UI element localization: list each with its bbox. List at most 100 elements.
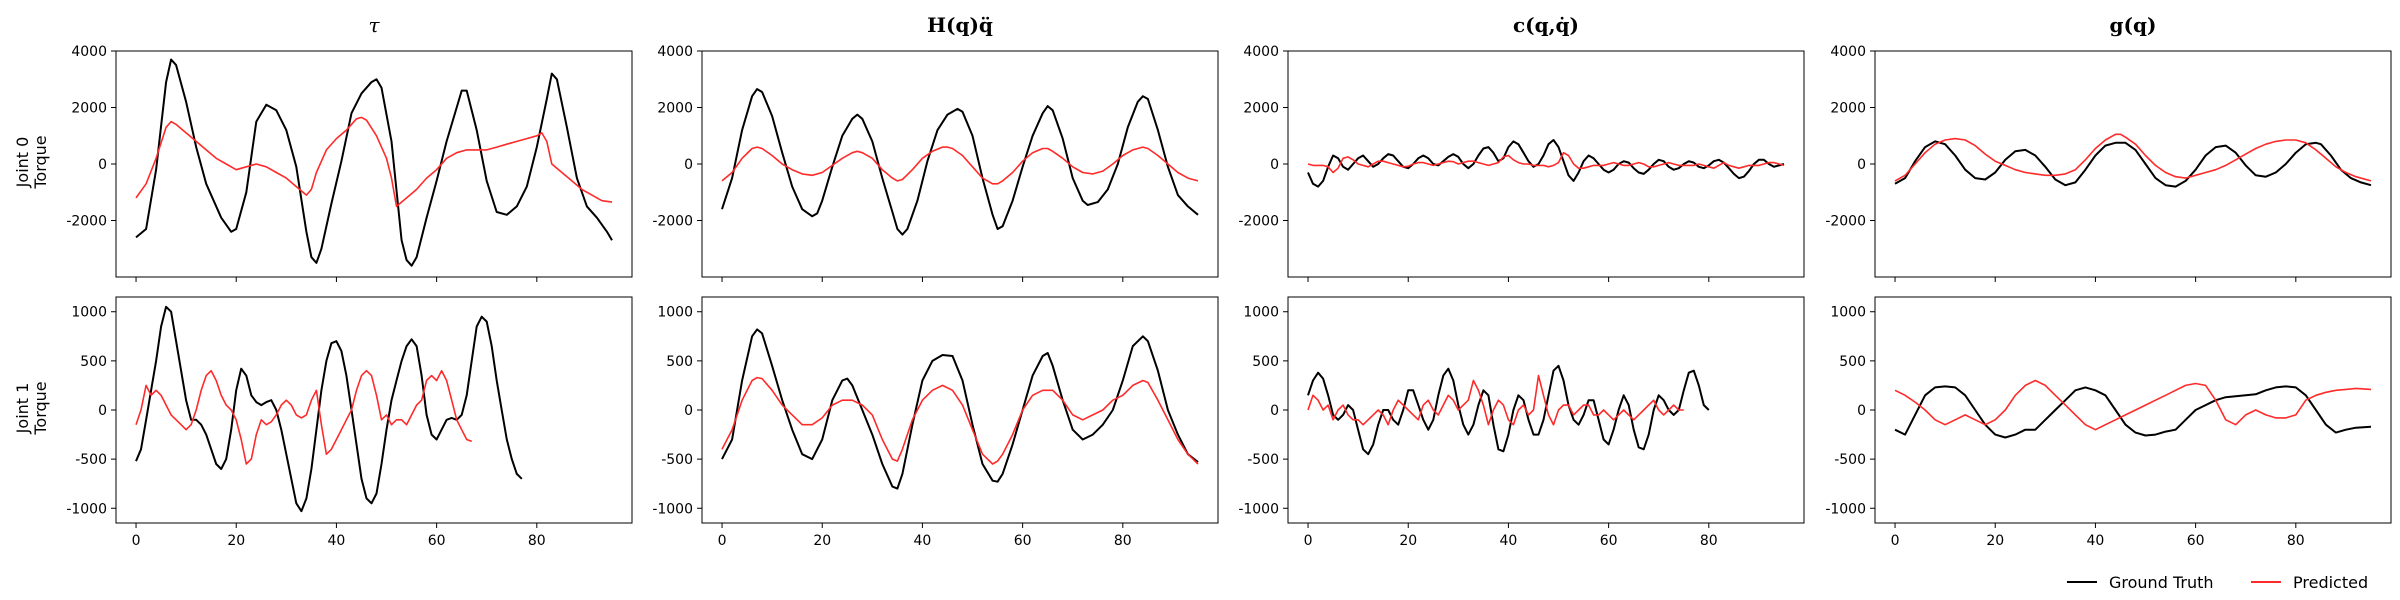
series-predicted-line	[135, 116, 613, 208]
panel-1-2: -1000 -500 0 500 1000 0 20 40 60 80	[1238, 296, 1805, 549]
y-tick-label: 2000	[71, 101, 107, 117]
y-tick-label: 2000	[1243, 101, 1279, 117]
panel-frame	[701, 50, 1219, 278]
series-predicted-line	[1307, 374, 1684, 426]
y-tick-label: 0	[684, 403, 693, 419]
y-tick-label: 500	[1252, 354, 1279, 370]
y-tick-label: -2000	[652, 214, 693, 230]
legend-label-ground-truth: Ground Truth	[2109, 573, 2214, 592]
y-tick-label: -500	[661, 452, 693, 468]
y-tick-label: -1000	[1238, 501, 1279, 517]
y-tick-label: -500	[75, 452, 107, 468]
y-tick-label: -2000	[1825, 214, 1866, 230]
series-ground-truth-line	[1307, 139, 1785, 188]
x-tick-label: 20	[1399, 533, 1417, 549]
x-tick-label: 20	[1986, 533, 2004, 549]
x-tick-label: 60	[1014, 533, 1032, 549]
y-tick-label: 1000	[1830, 305, 1866, 321]
panel-frame	[701, 296, 1219, 524]
y-tick-label: 1000	[1243, 305, 1279, 321]
y-tick-label: -1000	[66, 501, 107, 517]
panel-frame	[115, 296, 633, 524]
y-tick-label: -1000	[1825, 501, 1866, 517]
row-label-joint-1-line1: Joint 1	[13, 383, 32, 435]
panel-frame	[1874, 50, 2392, 278]
y-tick-label: 0	[1857, 403, 1866, 419]
x-tick-label: 80	[528, 533, 546, 549]
y-tick-label: 4000	[657, 44, 693, 60]
x-tick-label: 20	[813, 533, 831, 549]
y-tick-label: 500	[80, 354, 107, 370]
x-tick-label: 40	[2087, 533, 2105, 549]
column-title-g-q: g(q)	[2110, 13, 2157, 37]
series-predicted-line	[1894, 379, 2372, 431]
x-tick-label: 0	[132, 533, 141, 549]
series-predicted-line	[721, 146, 1199, 185]
row-label-joint-1-line2: Torque	[31, 381, 50, 435]
series-ground-truth-line	[135, 305, 523, 513]
y-tick-label: 0	[98, 157, 107, 173]
x-tick-label: 60	[428, 533, 446, 549]
y-tick-label: 2000	[657, 101, 693, 117]
series-ground-truth-line	[1894, 140, 2372, 188]
x-tick-label: 80	[1700, 533, 1718, 549]
y-tick-label: 4000	[1243, 44, 1279, 60]
panel-0-3: -2000 0 2000 4000	[1825, 44, 2392, 282]
panels: -2000020004000-2000020004000-20000200040…	[66, 44, 2392, 549]
panel-0-2: -2000 0 2000 4000	[1238, 44, 1805, 282]
series-predicted-line	[721, 376, 1199, 465]
y-tick-label: 1000	[71, 305, 107, 321]
x-tick-label: 20	[227, 533, 245, 549]
y-tick-label: 500	[666, 354, 693, 370]
row-label-joint-0-line2: Torque	[31, 135, 50, 189]
row-label-joint-0: Joint 0 Torque	[13, 135, 50, 189]
series-predicted-line	[135, 369, 472, 465]
series-ground-truth-line	[721, 88, 1199, 236]
column-title-h-q-qdd: H(q)q̈	[927, 13, 993, 37]
y-tick-label: 1000	[657, 305, 693, 321]
y-tick-label: -500	[1247, 452, 1279, 468]
x-tick-label: 40	[328, 533, 346, 549]
y-tick-label: 0	[98, 403, 107, 419]
y-tick-label: -2000	[66, 214, 107, 230]
y-tick-label: 0	[684, 157, 693, 173]
panel-frame	[1874, 296, 2392, 524]
x-tick-label: 80	[1114, 533, 1132, 549]
y-tick-label: 0	[1857, 157, 1866, 173]
y-tick-label: -500	[1834, 452, 1866, 468]
y-tick-label: -2000	[1238, 214, 1279, 230]
y-tick-label: 0	[1270, 157, 1279, 173]
panel-0-0: -2000 0 2000 4000	[66, 44, 633, 282]
row-label-joint-1: Joint 1 Torque	[13, 381, 50, 435]
y-tick-label: 0	[1270, 403, 1279, 419]
legend-label-predicted: Predicted	[2293, 573, 2368, 592]
panel-1-1: -1000 -500 0 500 1000 0 20 40 60 80	[652, 296, 1219, 549]
row-label-joint-0-line1: Joint 0	[13, 137, 32, 189]
series-predicted-line	[1307, 151, 1785, 174]
series-ground-truth-line	[1894, 385, 2372, 439]
series-predicted-line	[1894, 133, 2372, 182]
column-title-c-q-qd: c(q,q̇)	[1513, 13, 1579, 37]
x-tick-label: 60	[2187, 533, 2205, 549]
series-ground-truth-line	[135, 58, 613, 267]
panel-1-0: -1000 -500 0 500 1000 0 20 40 60 80	[66, 296, 633, 549]
x-tick-label: 0	[1304, 533, 1313, 549]
x-tick-label: 40	[914, 533, 932, 549]
series-ground-truth-line	[1307, 364, 1710, 456]
y-tick-label: 4000	[71, 44, 107, 60]
y-tick-label: 2000	[1830, 101, 1866, 117]
x-tick-label: 0	[718, 533, 727, 549]
x-tick-label: 0	[1891, 533, 1900, 549]
series-ground-truth-line	[721, 328, 1199, 490]
panel-frame	[115, 50, 633, 278]
y-tick-label: -1000	[652, 501, 693, 517]
x-tick-label: 80	[2287, 533, 2305, 549]
x-tick-label: 60	[1600, 533, 1618, 549]
x-tick-label: 40	[1500, 533, 1518, 549]
column-title-tau: τ	[368, 13, 380, 37]
panel-1-3: -1000 -500 0 500 1000 0 20 40 60 80	[1825, 296, 2392, 549]
y-tick-label: 500	[1839, 354, 1866, 370]
legend: Ground Truth Predicted	[2067, 573, 2368, 592]
y-tick-label: 4000	[1830, 44, 1866, 60]
